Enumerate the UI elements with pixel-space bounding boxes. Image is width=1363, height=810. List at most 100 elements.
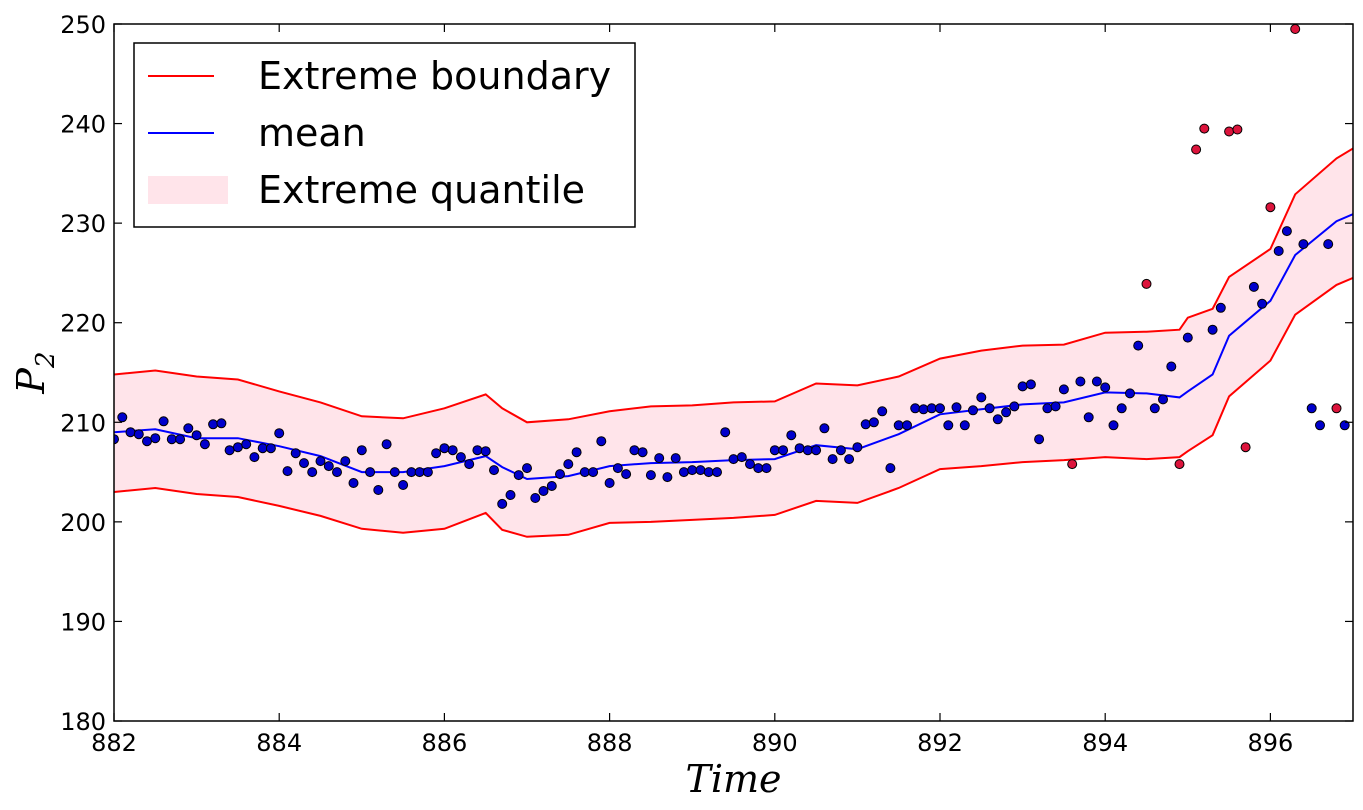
plot-frame <box>113 23 1354 722</box>
data-point <box>571 447 582 458</box>
outlier-point <box>1141 278 1152 289</box>
mean-line <box>114 213 1353 481</box>
data-point <box>745 459 755 470</box>
data-point <box>910 403 921 414</box>
data-point <box>662 472 673 483</box>
upper-boundary-line <box>114 147 1353 424</box>
x-tick-label: 886 <box>421 729 467 757</box>
data-point <box>150 433 161 444</box>
legend-swatch-patch <box>148 176 228 204</box>
data-point <box>968 405 978 416</box>
data-point <box>1125 388 1135 399</box>
data-point <box>489 465 499 476</box>
data-point <box>918 404 929 415</box>
x-tick-label: 882 <box>91 729 137 757</box>
data-point <box>125 427 136 438</box>
data-point <box>1042 403 1053 414</box>
outlier-point <box>1331 403 1342 414</box>
outlier-point <box>1174 459 1185 470</box>
data-point <box>1166 361 1177 372</box>
data-point <box>447 445 458 456</box>
data-point <box>802 445 813 456</box>
data-point <box>827 454 838 465</box>
data-point <box>951 402 962 413</box>
data-point <box>563 459 574 470</box>
data-point <box>175 434 186 445</box>
legend: Extreme boundary mean Extreme quantile <box>133 42 636 228</box>
data-point <box>860 419 871 430</box>
data-point <box>1009 401 1020 412</box>
data-point <box>480 446 491 457</box>
data-point <box>654 453 665 464</box>
lower-boundary-line <box>114 276 1353 538</box>
data-point <box>356 445 367 456</box>
data-point <box>943 420 954 431</box>
legend-label: Extreme boundary <box>258 54 611 98</box>
data-point <box>224 445 235 456</box>
data-point <box>290 448 301 459</box>
outlier-point <box>1067 459 1078 470</box>
data-point <box>761 463 772 474</box>
data-point <box>712 467 722 478</box>
data-point <box>1058 384 1069 395</box>
data-point <box>472 445 483 456</box>
data-point <box>199 439 210 450</box>
data-point <box>1108 420 1119 431</box>
data-point <box>1158 394 1168 405</box>
data-point <box>530 493 541 503</box>
data-point <box>678 467 689 478</box>
outlier-point <box>1240 442 1251 453</box>
data-point <box>241 439 252 450</box>
data-point <box>513 470 524 481</box>
x-tick-label: 896 <box>1247 729 1293 757</box>
data-point <box>191 430 202 441</box>
y-tick-label: 220 <box>60 310 106 338</box>
data-point <box>365 467 376 478</box>
data-point <box>1116 403 1127 414</box>
legend-label: Extreme quantile <box>258 168 585 212</box>
data-point <box>885 463 896 474</box>
data-point <box>464 459 475 470</box>
y-tick-label: 190 <box>60 608 106 636</box>
data-point <box>769 445 780 456</box>
data-point <box>1017 381 1028 392</box>
data-point <box>555 469 565 480</box>
data-point <box>406 467 417 478</box>
data-point <box>1257 298 1268 309</box>
x-tick-label: 892 <box>917 729 963 757</box>
data-point <box>546 481 557 491</box>
data-point <box>1323 239 1334 250</box>
data-point <box>158 416 169 427</box>
data-point <box>307 467 318 478</box>
data-point <box>1248 281 1259 292</box>
plot-area <box>114 24 1353 538</box>
data-point <box>299 458 309 469</box>
data-point <box>497 498 508 509</box>
data-point <box>538 486 549 496</box>
data-point <box>117 412 128 423</box>
plot-content <box>114 24 1353 538</box>
data-point <box>579 467 590 478</box>
data-point <box>522 463 532 474</box>
data-point <box>687 465 698 476</box>
y-axis-title-subscript: 2 <box>31 351 61 369</box>
data-point <box>315 456 326 467</box>
data-point <box>208 419 219 430</box>
data-point <box>1075 376 1086 387</box>
data-point <box>216 418 227 429</box>
data-point <box>703 467 714 478</box>
data-point <box>902 420 912 431</box>
data-point <box>1273 246 1284 256</box>
data-point <box>1100 382 1111 393</box>
data-point <box>1182 332 1193 343</box>
data-point <box>596 436 607 447</box>
data-point <box>389 467 400 478</box>
data-point <box>935 403 945 414</box>
data-point <box>670 453 681 464</box>
data-point <box>398 480 409 490</box>
x-tick-label: 890 <box>752 729 798 757</box>
data-point <box>1306 403 1317 414</box>
data-point <box>133 429 144 440</box>
outlier-point <box>1191 144 1202 155</box>
